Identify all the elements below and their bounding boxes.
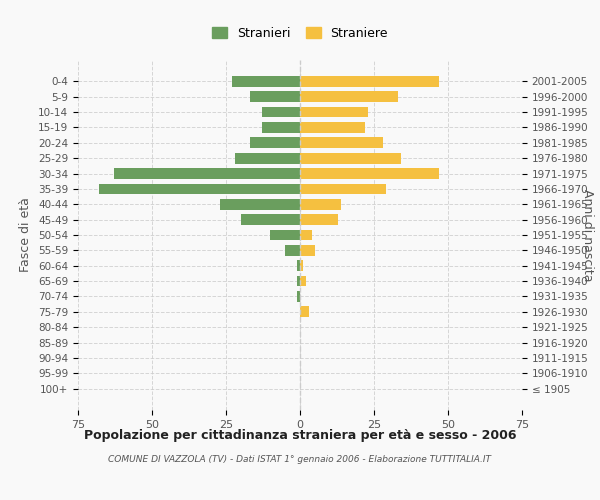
Bar xyxy=(241,214,300,225)
Bar xyxy=(300,245,315,256)
Bar xyxy=(300,122,365,133)
Bar xyxy=(250,92,300,102)
Bar xyxy=(297,260,300,271)
Bar xyxy=(300,153,401,164)
Bar xyxy=(300,106,368,118)
Bar xyxy=(300,92,398,102)
Bar xyxy=(262,122,300,133)
Bar xyxy=(232,76,300,86)
Bar xyxy=(300,184,386,194)
Y-axis label: Fasce di età: Fasce di età xyxy=(19,198,32,272)
Text: Popolazione per cittadinanza straniera per età e sesso - 2006: Popolazione per cittadinanza straniera p… xyxy=(84,428,516,442)
Bar xyxy=(300,214,338,225)
Bar xyxy=(285,245,300,256)
Bar xyxy=(250,138,300,148)
Bar xyxy=(300,230,312,240)
Bar xyxy=(113,168,300,179)
Bar xyxy=(235,153,300,164)
Bar xyxy=(300,276,306,286)
Bar xyxy=(271,230,300,240)
Bar xyxy=(300,168,439,179)
Text: COMUNE DI VAZZOLA (TV) - Dati ISTAT 1° gennaio 2006 - Elaborazione TUTTITALIA.IT: COMUNE DI VAZZOLA (TV) - Dati ISTAT 1° g… xyxy=(109,456,491,464)
Bar xyxy=(220,199,300,209)
Bar xyxy=(297,276,300,286)
Bar xyxy=(297,291,300,302)
Bar xyxy=(300,260,303,271)
Legend: Stranieri, Straniere: Stranieri, Straniere xyxy=(206,20,394,46)
Bar xyxy=(300,199,341,209)
Bar xyxy=(99,184,300,194)
Bar xyxy=(300,306,309,317)
Bar xyxy=(300,76,439,86)
Bar xyxy=(300,138,383,148)
Y-axis label: Anni di nascita: Anni di nascita xyxy=(581,188,594,281)
Bar xyxy=(262,106,300,118)
